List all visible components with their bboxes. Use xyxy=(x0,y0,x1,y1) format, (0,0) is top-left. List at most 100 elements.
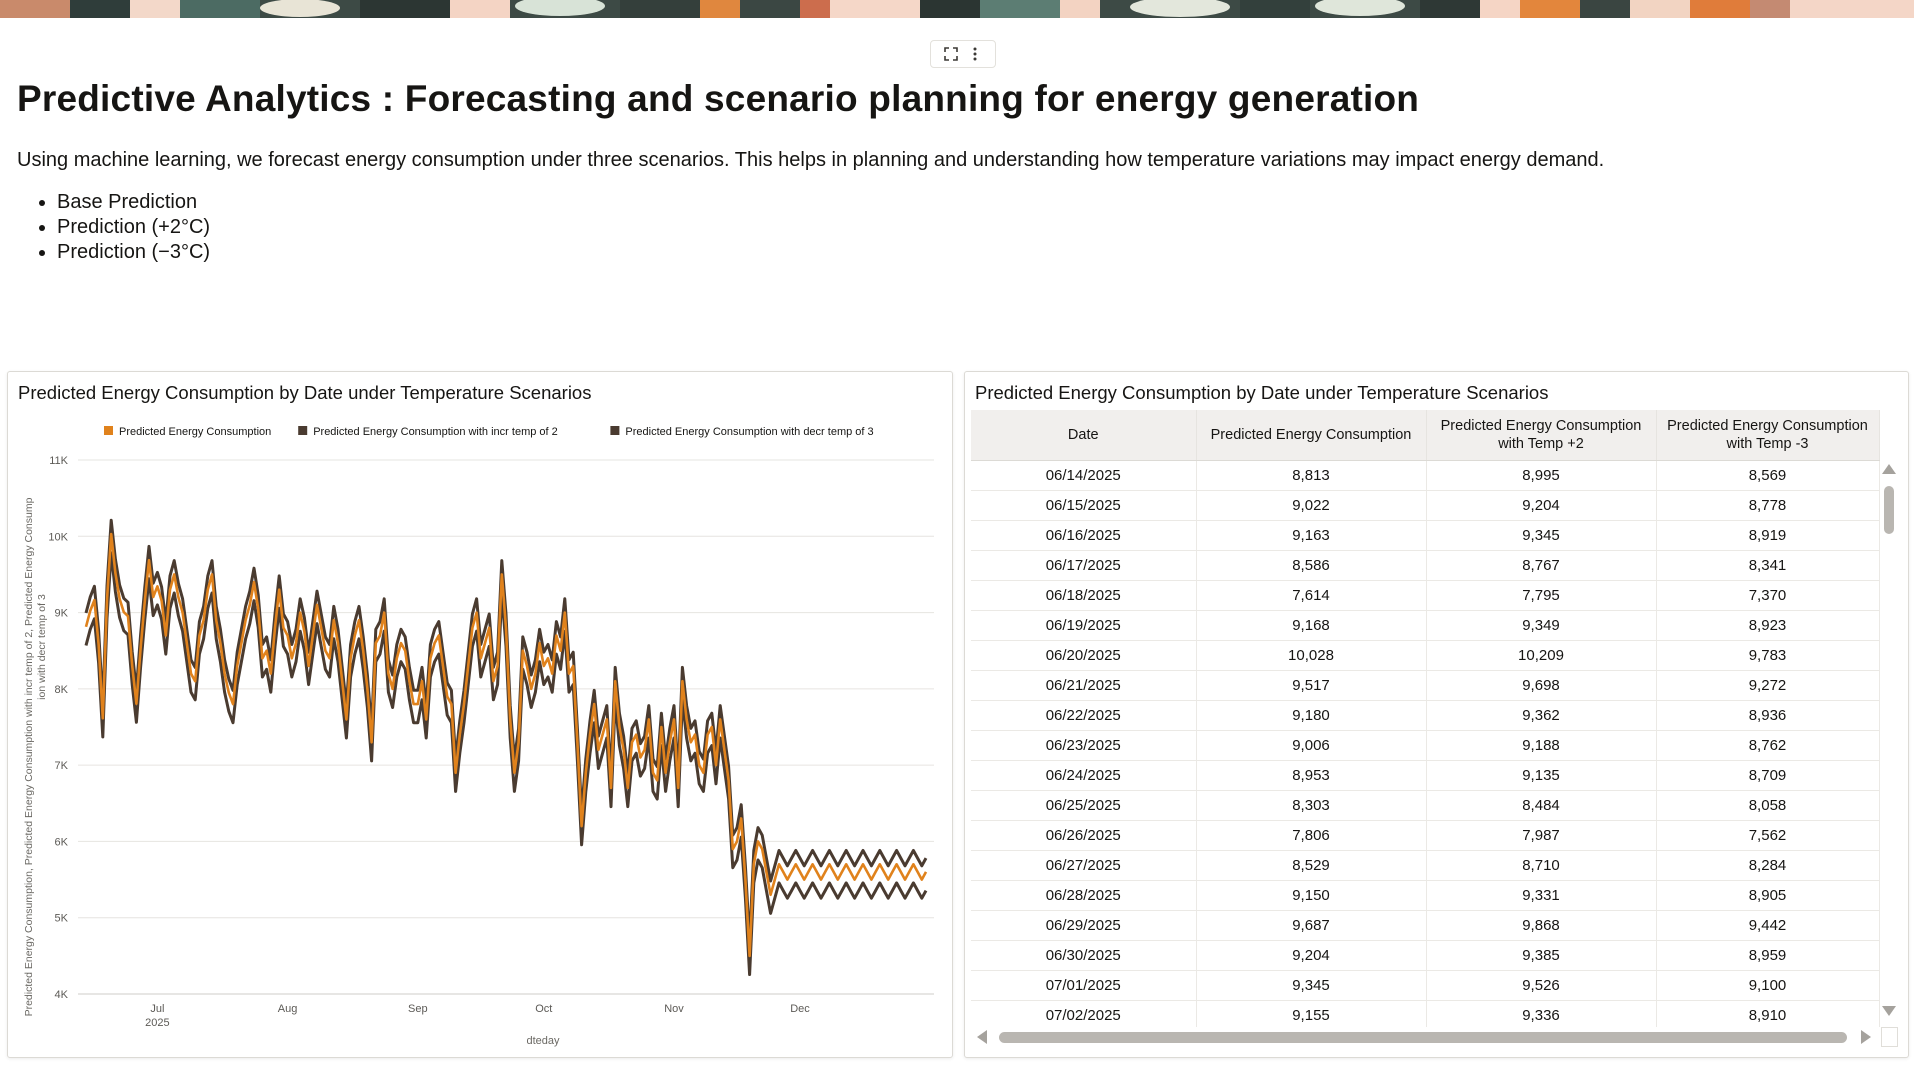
table-cell: 06/19/2025 xyxy=(971,610,1197,641)
x-tick-label: Sep xyxy=(408,1003,428,1015)
scroll-up-icon[interactable] xyxy=(1882,464,1896,474)
table-cell: 8,953 xyxy=(1196,760,1427,791)
scroll-down-icon[interactable] xyxy=(1882,1006,1896,1016)
table-cell: 8,923 xyxy=(1656,610,1880,641)
section-toolbar xyxy=(930,40,996,68)
table-cell: 8,710 xyxy=(1426,850,1657,881)
table-cell: 9,163 xyxy=(1196,520,1427,551)
table-row[interactable]: 06/26/2025 7,806 7,987 7,562 xyxy=(971,820,1880,851)
table-cell: 9,006 xyxy=(1196,730,1427,761)
more-vertical-icon[interactable] xyxy=(966,45,984,63)
table-cell: 9,362 xyxy=(1426,700,1657,731)
table-header-row: Date Predicted Energy Consumption Predic… xyxy=(971,410,1880,461)
legend-swatch xyxy=(104,426,113,435)
column-header[interactable]: Predicted Energy Consumption with Temp +… xyxy=(1426,410,1657,461)
table-cell: 8,813 xyxy=(1196,460,1427,491)
table-row[interactable]: 06/17/2025 8,586 8,767 8,341 xyxy=(971,550,1880,581)
table-row[interactable]: 06/21/2025 9,517 9,698 9,272 xyxy=(971,670,1880,701)
table-row[interactable]: 06/25/2025 8,303 8,484 8,058 xyxy=(971,790,1880,821)
scroll-thumb[interactable] xyxy=(999,1032,1847,1043)
table-cell: 06/14/2025 xyxy=(971,460,1197,491)
horizontal-scrollbar[interactable] xyxy=(971,1027,1881,1047)
table-cell: 9,783 xyxy=(1656,640,1880,671)
table-panel: Predicted Energy Consumption by Date und… xyxy=(964,371,1909,1058)
table-cell: 8,778 xyxy=(1656,490,1880,521)
scroll-right-icon[interactable] xyxy=(1861,1030,1871,1044)
table-cell: 06/27/2025 xyxy=(971,850,1197,881)
table-cell: 8,959 xyxy=(1656,940,1880,971)
table-cell: 06/22/2025 xyxy=(971,700,1197,731)
scroll-thumb[interactable] xyxy=(1884,486,1894,534)
table-cell: 9,272 xyxy=(1656,670,1880,701)
table-cell: 06/24/2025 xyxy=(971,760,1197,791)
legend-label: Predicted Energy Consumption xyxy=(119,426,271,438)
table-row[interactable]: 06/24/2025 8,953 9,135 8,709 xyxy=(971,760,1880,791)
table-cell: 9,100 xyxy=(1656,970,1880,1001)
table-cell: 9,442 xyxy=(1656,910,1880,941)
table-row[interactable]: 07/02/2025 9,155 9,336 8,910 xyxy=(971,1000,1880,1027)
table-cell: 06/25/2025 xyxy=(971,790,1197,821)
table-cell: 9,517 xyxy=(1196,670,1427,701)
column-header[interactable]: Predicted Energy Consumption with Temp -… xyxy=(1656,410,1880,461)
y-tick-label: 8K xyxy=(55,684,69,696)
x-axis-label: dteday xyxy=(526,1035,560,1047)
expand-icon[interactable] xyxy=(942,45,960,63)
table-cell: 8,995 xyxy=(1426,460,1657,491)
table-cell: 06/17/2025 xyxy=(971,550,1197,581)
table-cell: 8,529 xyxy=(1196,850,1427,881)
table-row[interactable]: 06/30/2025 9,204 9,385 8,959 xyxy=(971,940,1880,971)
table-cell: 7,614 xyxy=(1196,580,1427,611)
table-row[interactable]: 06/20/2025 10,028 10,209 9,783 xyxy=(971,640,1880,671)
table-cell: 9,336 xyxy=(1426,1000,1657,1027)
table-row[interactable]: 06/27/2025 8,529 8,710 8,284 xyxy=(971,850,1880,881)
page-description: Using machine learning, we forecast ener… xyxy=(17,149,1605,171)
scroll-left-icon[interactable] xyxy=(977,1030,987,1044)
table-cell: 8,484 xyxy=(1426,790,1657,821)
column-header[interactable]: Date xyxy=(971,410,1197,461)
table-cell: 8,058 xyxy=(1656,790,1880,821)
table-row[interactable]: 06/18/2025 7,614 7,795 7,370 xyxy=(971,580,1880,611)
table-cell: 8,910 xyxy=(1656,1000,1880,1027)
table-cell: 9,687 xyxy=(1196,910,1427,941)
list-item: Base Prediction xyxy=(57,190,210,215)
table-cell: 06/20/2025 xyxy=(971,640,1197,671)
table-cell: 06/21/2025 xyxy=(971,670,1197,701)
table-cell: 9,022 xyxy=(1196,490,1427,521)
table-row[interactable]: 06/15/2025 9,022 9,204 8,778 xyxy=(971,490,1880,521)
table-row[interactable]: 07/01/2025 9,345 9,526 9,100 xyxy=(971,970,1880,1001)
table-cell: 8,919 xyxy=(1656,520,1880,551)
y-tick-label: 4K xyxy=(55,989,69,1001)
list-item: Prediction (+2°C) xyxy=(57,215,210,240)
table-cell: 8,905 xyxy=(1656,880,1880,911)
table-cell: 06/15/2025 xyxy=(971,490,1197,521)
column-header[interactable]: Predicted Energy Consumption xyxy=(1196,410,1427,461)
table-cell: 9,150 xyxy=(1196,880,1427,911)
table-row[interactable]: 06/19/2025 9,168 9,349 8,923 xyxy=(971,610,1880,641)
table-cell: 7,562 xyxy=(1656,820,1880,851)
x-tick-label: Aug xyxy=(278,1003,298,1015)
table-cell: 07/01/2025 xyxy=(971,970,1197,1001)
decorative-banner xyxy=(0,0,1914,18)
table-cell: 9,204 xyxy=(1196,940,1427,971)
table-cell: 9,345 xyxy=(1196,970,1427,1001)
table-cell: 8,936 xyxy=(1656,700,1880,731)
table-row[interactable]: 06/22/2025 9,180 9,362 8,936 xyxy=(971,700,1880,731)
table-cell: 7,370 xyxy=(1656,580,1880,611)
table-row[interactable]: 06/23/2025 9,006 9,188 8,762 xyxy=(971,730,1880,761)
table-cell: 9,698 xyxy=(1426,670,1657,701)
data-table: Date Predicted Energy Consumption Predic… xyxy=(971,410,1880,1027)
table-row[interactable]: 06/16/2025 9,163 9,345 8,919 xyxy=(971,520,1880,551)
table-cell: 9,155 xyxy=(1196,1000,1427,1027)
table-row[interactable]: 06/14/2025 8,813 8,995 8,569 xyxy=(971,460,1880,491)
list-item: Prediction (−3°C) xyxy=(57,240,210,265)
table-row[interactable]: 06/29/2025 9,687 9,868 9,442 xyxy=(971,910,1880,941)
table-cell: 9,331 xyxy=(1426,880,1657,911)
table-row[interactable]: 06/28/2025 9,150 9,331 8,905 xyxy=(971,880,1880,911)
table-cell: 9,349 xyxy=(1426,610,1657,641)
table-cell: 06/16/2025 xyxy=(971,520,1197,551)
table-cell: 9,385 xyxy=(1426,940,1657,971)
vertical-scrollbar[interactable] xyxy=(1881,460,1896,1022)
x-tick-label: Nov xyxy=(664,1003,684,1015)
table-cell: 9,345 xyxy=(1426,520,1657,551)
table-cell: 9,526 xyxy=(1426,970,1657,1001)
